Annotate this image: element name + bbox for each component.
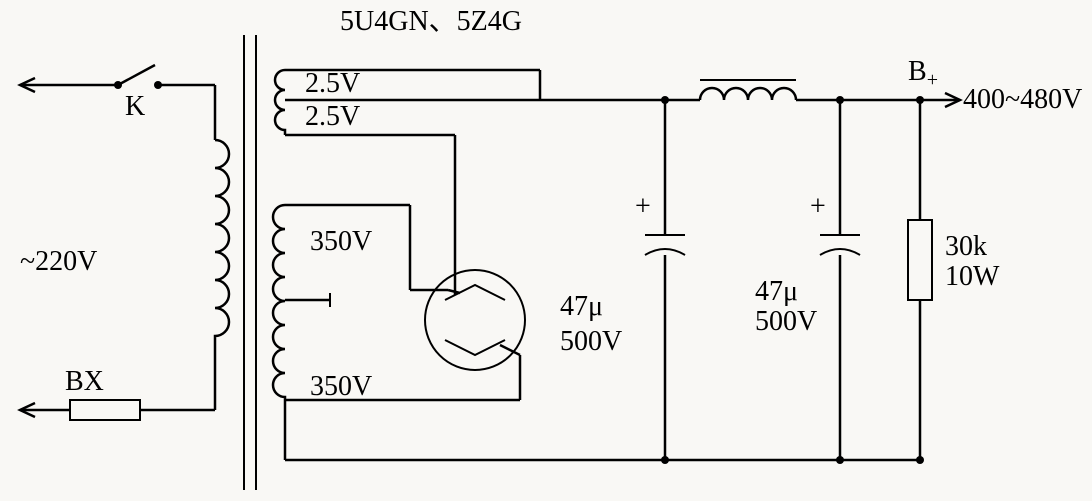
fuse-label: BX [65, 366, 104, 397]
output-voltage-label: 400~480V [963, 84, 1082, 115]
title-label: 5U4GN、5Z4G [340, 6, 522, 37]
switch-label: K [125, 91, 145, 122]
cap2-value: 47μ [755, 276, 798, 307]
heater-tap-1: 2.5V [305, 101, 360, 132]
plate-tap-1: 350V [310, 371, 372, 402]
cap1-polarity: + [635, 191, 651, 222]
cap2-rating: 500V [755, 306, 817, 337]
cap2-polarity: + [810, 191, 826, 222]
output-node-label: B+ [908, 56, 938, 91]
power-supply-schematic: 5U4GN、5Z4G K ~220V BX 2.5V 2.5V [0, 0, 1092, 501]
input-voltage-label: ~220V [20, 246, 97, 277]
plate-tap-0: 350V [310, 226, 372, 257]
heater-tap-0: 2.5V [305, 68, 360, 99]
bleeder-power: 10W [945, 261, 1000, 292]
cap1-rating: 500V [560, 326, 622, 357]
bleeder-value: 30k [945, 231, 987, 262]
cap1-value: 47μ [560, 291, 603, 322]
